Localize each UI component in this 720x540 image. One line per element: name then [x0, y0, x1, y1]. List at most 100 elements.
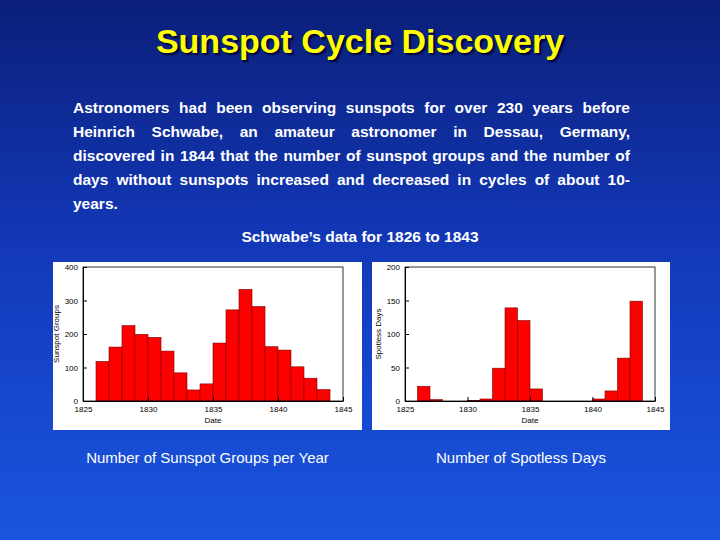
- tick-mark: [83, 301, 87, 302]
- tick-label: 0: [396, 397, 401, 406]
- tick-label: 300: [65, 297, 79, 306]
- tick: 1830: [459, 397, 477, 414]
- tick-label: 100: [387, 330, 401, 339]
- tick: 1840: [270, 397, 288, 414]
- tick-label: 1835: [522, 405, 540, 414]
- bars: [418, 301, 643, 401]
- tick: 200: [65, 330, 87, 339]
- bar: [530, 389, 543, 401]
- bar: [605, 391, 618, 401]
- tick-label: 1840: [584, 405, 602, 414]
- tick: 100: [387, 330, 409, 339]
- tick: 100: [65, 364, 87, 373]
- bar: [252, 307, 265, 401]
- bar: [493, 368, 506, 401]
- bar: [187, 390, 200, 401]
- chart-caption: Number of Spotless Days: [436, 449, 606, 466]
- tick-mark: [83, 368, 87, 369]
- tick-mark: [405, 334, 409, 335]
- tick-label: 200: [65, 330, 79, 339]
- tick-mark: [405, 267, 409, 268]
- tick-mark: [343, 397, 344, 401]
- tick-label: 1845: [335, 405, 353, 414]
- y-axis-title: Spotless Days: [374, 308, 383, 359]
- chart: 182518301835184018450100200300400DateSun…: [52, 262, 362, 466]
- tick-label: 1830: [459, 405, 477, 414]
- tick: 50: [391, 364, 409, 373]
- tick-mark: [83, 267, 87, 268]
- tick: 200: [387, 263, 409, 272]
- bar: [96, 361, 109, 401]
- tick: 1845: [335, 397, 353, 414]
- tick-label: 0: [74, 397, 79, 406]
- bar: [213, 343, 226, 401]
- bar: [265, 347, 278, 401]
- chart-panel: [53, 262, 362, 430]
- bar: [618, 358, 631, 401]
- slide-subtitle: Schwabe’s data for 1826 to 1843: [0, 228, 720, 246]
- bar: [161, 351, 174, 401]
- bar: [109, 347, 122, 401]
- chart-caption: Number of Sunspot Groups per Year: [86, 449, 329, 466]
- tick: 150: [387, 297, 409, 306]
- tick: 400: [65, 263, 87, 272]
- tick-label: 50: [391, 364, 400, 373]
- tick-label: 400: [65, 263, 79, 272]
- tick: 300: [65, 297, 87, 306]
- tick: 0: [74, 397, 87, 406]
- tick-label: 1830: [140, 405, 158, 414]
- tick-mark: [405, 401, 409, 402]
- x-axis-title: Date: [522, 416, 539, 425]
- tick-label: 1845: [647, 405, 665, 414]
- tick: 1845: [647, 397, 665, 414]
- chart-panel: [372, 262, 670, 430]
- tick-mark: [278, 397, 279, 401]
- chart: 18251830183518401845050100150200DateSpot…: [372, 262, 670, 466]
- tick-label: 1840: [270, 405, 288, 414]
- bar: [505, 308, 518, 401]
- x-axis: 18251830183518401845: [75, 397, 353, 414]
- tick-label: 100: [65, 364, 79, 373]
- tick-mark: [83, 401, 87, 402]
- tick-mark: [655, 397, 656, 401]
- bar: [226, 310, 239, 401]
- x-axis-title: Date: [205, 416, 222, 425]
- y-axis: 0 100 200 300 400: [65, 263, 87, 406]
- plot-frame: [83, 267, 343, 401]
- bar: [304, 378, 317, 401]
- bars: [96, 289, 330, 401]
- bar: [278, 350, 291, 401]
- bar: [135, 334, 148, 401]
- tick-mark: [530, 397, 531, 401]
- tick: 1835: [205, 397, 223, 414]
- axis-line: [84, 401, 344, 402]
- slide-title: Sunspot Cycle Discovery: [0, 22, 720, 61]
- bar: [148, 337, 161, 401]
- slide-text: Astronomers had been observing sunspots …: [73, 96, 630, 216]
- tick: 1830: [140, 397, 158, 414]
- tick-mark: [405, 301, 409, 302]
- bar: [518, 321, 531, 401]
- charts: 182518301835184018450100200300400DateSun…: [0, 0, 720, 540]
- bar: [239, 289, 252, 401]
- tick: 1840: [584, 397, 602, 414]
- tick-mark: [405, 368, 409, 369]
- bar: [122, 326, 135, 401]
- tick-mark: [593, 397, 594, 401]
- axis-line: [406, 401, 656, 402]
- plot-frame: [405, 267, 655, 401]
- bar: [630, 301, 643, 401]
- y-axis-title: Sunspot Groups: [52, 305, 61, 363]
- tick-label: 200: [387, 263, 401, 272]
- bar: [291, 367, 304, 401]
- tick-mark: [83, 334, 87, 335]
- bar: [317, 390, 330, 401]
- x-axis: 18251830183518401845: [397, 397, 665, 414]
- y-axis: 0 50 100 150 200: [387, 263, 409, 406]
- bar: [200, 384, 213, 401]
- tick-label: 1835: [205, 405, 223, 414]
- tick-label: 150: [387, 297, 401, 306]
- bar: [418, 386, 431, 401]
- bar: [174, 373, 187, 401]
- tick-mark: [468, 397, 469, 401]
